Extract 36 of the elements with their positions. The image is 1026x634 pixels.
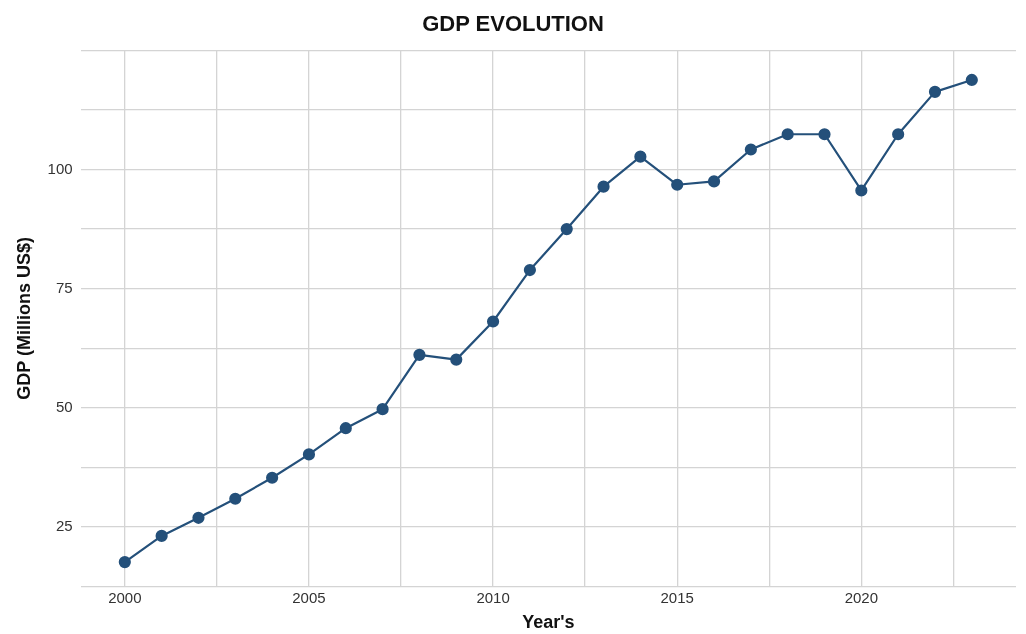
point [118,556,131,569]
x-tick-label: 2000 [108,588,142,606]
y-axis-title: GDP (Millions US$) [13,237,34,400]
point [266,471,279,484]
y-tick-label: 100 [47,159,73,177]
point [155,529,168,542]
x-tick-label: 2010 [476,588,510,606]
y-tick-label: 25 [55,516,73,534]
x-axis-title: Year's [522,612,575,633]
point [928,85,942,98]
point [818,128,831,141]
point [707,175,721,188]
point [855,184,868,197]
point [634,150,647,163]
point [192,511,205,524]
point [781,128,794,141]
point [302,448,316,461]
point [229,492,242,505]
x-tick-label: 2005 [292,588,326,606]
point [523,263,536,277]
point [560,222,573,236]
point [376,403,389,416]
point [965,73,978,87]
point [892,128,905,141]
point [597,180,610,193]
point [450,353,463,366]
chart-title: GDP EVOLUTION [422,11,604,37]
y-tick-label: 50 [55,397,73,415]
x-tick-label: 2015 [660,588,694,606]
point [413,348,426,361]
point [671,178,684,191]
point [486,315,500,328]
x-tick-label: 2020 [844,588,879,606]
point [744,143,757,156]
y-tick-label: 75 [55,278,73,296]
point [339,422,352,435]
